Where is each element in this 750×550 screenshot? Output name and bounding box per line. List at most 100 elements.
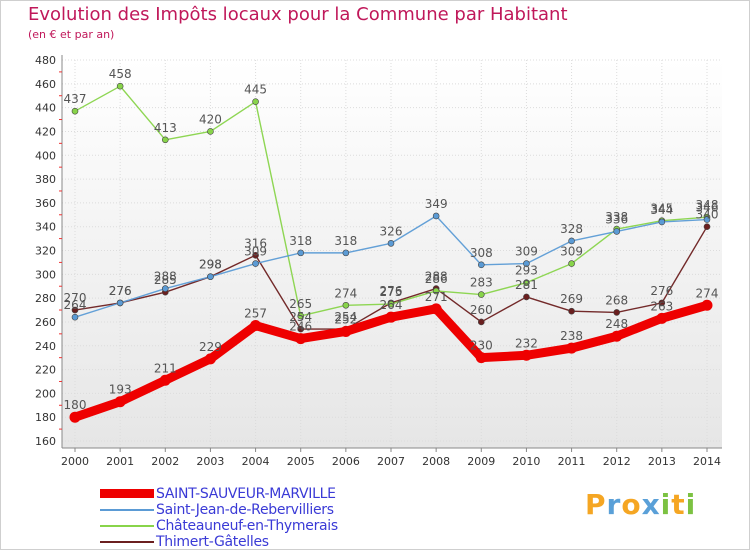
legend-label: Thimert-Gâtelles <box>156 534 269 550</box>
data-label: 458 <box>109 67 132 81</box>
x-tick-label: 2014 <box>693 455 721 468</box>
proxiti-logo: Proxiti <box>585 488 696 521</box>
data-point <box>385 311 397 323</box>
x-tick-label: 2004 <box>242 455 270 468</box>
data-label: 274 <box>334 286 357 300</box>
legend-label: Châteauneuf-en-Thymerais <box>156 518 338 534</box>
x-tick-label: 2012 <box>603 455 631 468</box>
data-point <box>432 287 440 295</box>
data-label: 268 <box>605 293 628 307</box>
data-point <box>252 98 259 105</box>
data-point <box>523 260 530 267</box>
data-label: 257 <box>244 307 267 321</box>
x-tick-label: 2011 <box>558 455 586 468</box>
logo-letter: P <box>585 488 607 521</box>
data-point <box>297 312 305 320</box>
data-label: 276 <box>109 284 132 298</box>
series-points <box>69 82 713 423</box>
y-tick-label: 160 <box>35 435 56 448</box>
data-label: 271 <box>425 290 448 304</box>
chart-title: Evolution des Impôts locaux pour la Comm… <box>28 4 568 25</box>
legend-swatch <box>100 541 154 543</box>
data-label: 437 <box>64 92 87 106</box>
data-label: 326 <box>380 224 403 238</box>
y-tick-label: 380 <box>35 173 56 186</box>
y-tick-label: 440 <box>35 102 56 115</box>
data-label: 264 <box>380 298 403 312</box>
data-label: 328 <box>560 222 583 236</box>
data-point <box>477 261 485 269</box>
data-label: 420 <box>199 112 222 126</box>
data-point <box>568 307 575 315</box>
data-label: 230 <box>470 339 493 353</box>
data-label: 180 <box>64 398 87 412</box>
x-tick-label: 2005 <box>287 455 315 468</box>
data-label: 308 <box>470 246 493 260</box>
logo-letter: i <box>685 488 697 521</box>
data-point <box>207 128 214 135</box>
data-point <box>477 318 485 326</box>
y-tick-label: 360 <box>35 197 56 210</box>
data-label: 232 <box>515 336 538 350</box>
data-label: 263 <box>650 299 673 313</box>
y-tick-label: 260 <box>35 316 56 329</box>
data-point <box>250 320 262 332</box>
data-point <box>387 300 395 308</box>
data-point <box>71 313 79 321</box>
data-label: 248 <box>605 317 628 331</box>
legend: SAINT-SAUVEUR-MARVILLE Saint-Jean-de-Rebe… <box>100 486 430 550</box>
y-tick-label: 480 <box>35 54 56 67</box>
data-point <box>69 411 81 423</box>
data-label: 349 <box>425 197 448 211</box>
y-tick-label: 460 <box>35 78 56 91</box>
data-point <box>116 82 124 90</box>
x-tick-label: 2013 <box>648 455 676 468</box>
data-label: 254 <box>289 310 312 324</box>
data-point <box>252 260 259 267</box>
y-tick-label: 220 <box>35 364 56 377</box>
data-label: 274 <box>696 286 719 300</box>
chart-subtitle: (en € et par an) <box>28 28 115 41</box>
data-point <box>656 312 668 324</box>
x-tick-label: 2000 <box>61 455 89 468</box>
data-label: 309 <box>515 245 538 259</box>
data-label: 298 <box>199 258 222 272</box>
data-label: 270 <box>64 291 87 305</box>
data-label: 269 <box>560 292 583 306</box>
data-label: 283 <box>470 276 493 290</box>
data-point <box>701 299 713 311</box>
x-tick-label: 2002 <box>151 455 179 468</box>
legend-item: Châteauneuf-en-Thymerais <box>100 518 430 534</box>
data-point <box>116 299 124 307</box>
plot-area <box>62 60 722 448</box>
data-label: 345 <box>650 202 673 216</box>
data-label: 318 <box>289 234 312 248</box>
data-label: 445 <box>244 83 267 97</box>
data-point <box>342 249 350 257</box>
legend-item: Saint-Jean-de-Rebervilliers <box>100 502 430 518</box>
data-point <box>161 136 169 144</box>
legend-swatch <box>100 509 154 511</box>
data-point <box>475 352 487 364</box>
data-label: 229 <box>199 340 222 354</box>
y-tick-label: 280 <box>35 292 56 305</box>
data-label: 288 <box>154 270 177 284</box>
y-tick-label: 400 <box>35 149 56 162</box>
data-label: 264 <box>64 298 87 312</box>
data-point <box>703 216 711 223</box>
data-label: 340 <box>696 208 719 222</box>
logo-letter: r <box>606 488 622 521</box>
data-point <box>568 237 575 245</box>
x-tick-label: 2006 <box>332 455 360 468</box>
data-point <box>252 251 259 259</box>
data-label: 276 <box>380 284 403 298</box>
data-point <box>658 218 666 226</box>
data-point <box>477 291 485 298</box>
data-point <box>387 240 395 247</box>
legend-label: Saint-Jean-de-Rebervilliers <box>156 502 334 518</box>
y-tick-label: 320 <box>35 245 56 258</box>
data-label: 238 <box>560 329 583 343</box>
data-label: 338 <box>605 210 628 224</box>
x-tick-label: 2008 <box>422 455 450 468</box>
